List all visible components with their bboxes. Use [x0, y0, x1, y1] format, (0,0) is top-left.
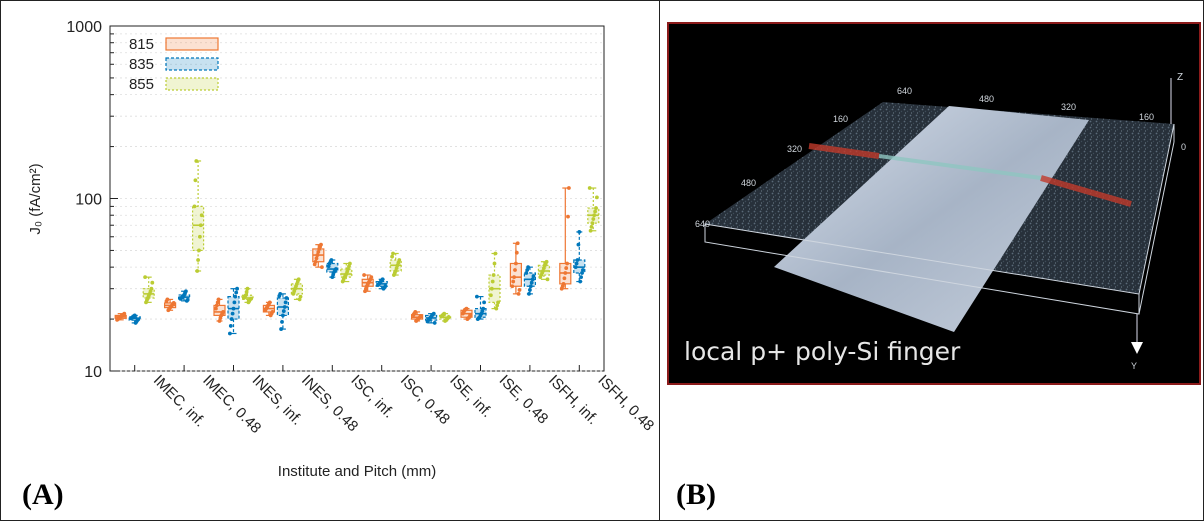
photo-tick-x-2: 320: [1061, 102, 1076, 112]
profile-line-right: [1040, 175, 1132, 207]
box-855-2: [241, 286, 254, 305]
x-tick-label: ISC, 0.48: [397, 372, 453, 428]
box-815-3: [262, 300, 275, 318]
panel-label-b: (B): [676, 478, 716, 511]
box-855-7: [488, 251, 501, 311]
image-caption: local p+ poly-Si finger: [684, 337, 961, 366]
panel-label-a: (A): [22, 478, 64, 511]
box-835-4: [326, 258, 339, 280]
profile-line-left: [808, 143, 880, 159]
legend: 815 835 855: [129, 36, 219, 93]
photo-z-zero: 0: [1181, 142, 1186, 152]
photo-tick-left-1: 320: [787, 144, 802, 154]
box-815-8: [509, 241, 522, 296]
box-series: [114, 159, 600, 336]
box-815-5: [361, 273, 374, 294]
box-835-1: [178, 289, 191, 303]
box-855-8: [537, 259, 551, 282]
photo-z-label: Z: [1177, 72, 1183, 83]
y-axis-label: J₀ (fA/cm²): [27, 163, 44, 234]
x-tick-label: ISFH, 0.48: [594, 372, 657, 435]
box-855-3: [290, 277, 303, 302]
x-tick-label: IMEC, inf.: [150, 372, 209, 431]
legend-swatch-835: [165, 57, 219, 71]
legend-label-855: 855: [129, 76, 154, 93]
x-axis-label: Institute and Pitch (mm): [278, 463, 436, 480]
photo-tick-x-1: 480: [979, 94, 994, 104]
box-835-6: [425, 311, 438, 325]
box-edge-right: [1138, 123, 1175, 295]
box-835-5: [375, 277, 388, 291]
x-tick-label: ISC, inf.: [347, 372, 397, 422]
legend-label-835: 835: [129, 56, 154, 73]
box-855-4: [340, 261, 353, 284]
panel-divider: [659, 0, 660, 521]
legend-swatch-815: [165, 37, 219, 51]
y-axis-ticks: 10 100 1000: [66, 19, 118, 381]
box-815-0: [114, 311, 127, 322]
box-edge-bottom: [1138, 141, 1175, 315]
poly-si-finger-surface: [774, 106, 1089, 332]
box-815-9: [559, 186, 572, 291]
photo-y-label: Y: [1131, 361, 1137, 371]
box-835-3: [276, 291, 289, 331]
box-855-5: [389, 251, 402, 277]
legend-label-815: 815: [129, 36, 154, 53]
box-835-7: [474, 294, 487, 321]
photo-tick-left-2: 480: [741, 178, 756, 188]
box-855-9: [587, 186, 600, 233]
box-835-9: [573, 230, 586, 284]
x-tick-label: ISE, 0.48: [496, 372, 552, 428]
photo-tick-x-0: 640: [897, 86, 912, 96]
box-815-7: [460, 306, 473, 321]
y-tick-label: 100: [75, 192, 102, 209]
x-tick-label: ISE, inf.: [446, 372, 495, 421]
photo-tick-left-3: 640: [695, 219, 710, 229]
y-axis-arrow-icon: [1131, 342, 1143, 354]
photo-tick-left-0: 160: [833, 114, 848, 124]
photo-tick-x-3: 160: [1139, 112, 1154, 122]
box-835-2: [227, 286, 240, 336]
box-855-6: [439, 311, 452, 323]
box-835-8: [523, 265, 537, 296]
box-855-0: [142, 275, 155, 305]
y-tick-label: 10: [84, 364, 102, 381]
x-tick-label: ISFH, inf.: [545, 372, 601, 428]
box-855-1: [192, 159, 205, 273]
box-815-2: [213, 297, 226, 323]
profile-line-finger: [878, 154, 1042, 180]
surface-render: 640 480 320 160 160 320 480 640 Z 0 Y: [695, 72, 1186, 371]
box-815-4: [312, 242, 325, 270]
box-815-6: [411, 310, 424, 323]
box-835-0: [128, 313, 141, 325]
legend-swatch-855: [165, 77, 219, 91]
y-tick-label: 1000: [66, 19, 102, 36]
box-815-1: [164, 297, 177, 313]
poly-si-finger-3d-image: 640 480 320 160 160 320 480 640 Z 0 Y: [667, 22, 1201, 385]
